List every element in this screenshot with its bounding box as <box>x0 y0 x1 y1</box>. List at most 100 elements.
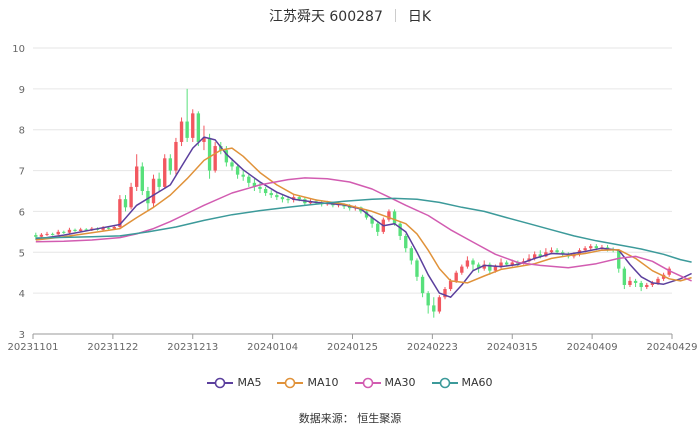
candle-body <box>364 211 369 218</box>
candle-body <box>628 280 632 285</box>
legend-item-ma60[interactable]: MA60 <box>431 376 493 389</box>
candle-body <box>437 297 442 312</box>
candle-body <box>179 121 184 142</box>
chart-legend: MA5 MA10 MA30 MA60 <box>0 376 700 392</box>
candle-body <box>275 195 279 198</box>
candle-body <box>168 158 173 171</box>
candle-body <box>387 211 391 220</box>
candle-body <box>202 137 206 142</box>
candle-body <box>269 193 273 196</box>
data-source: 数据来源： 恒生聚源 <box>298 412 402 425</box>
legend-label: MA60 <box>461 376 493 389</box>
period-label: 日K <box>407 9 432 25</box>
y-tick-label: 9 <box>19 85 25 96</box>
y-tick-label: 8 <box>19 126 25 137</box>
candle-body <box>230 162 234 167</box>
title-separator <box>394 9 396 22</box>
candle-body <box>56 231 60 235</box>
candle-body <box>415 260 419 277</box>
candle-body <box>376 223 380 232</box>
candle-body <box>667 268 671 275</box>
candle-body <box>454 272 458 281</box>
candle-body <box>252 182 257 187</box>
x-tick-label: 20240125 <box>327 342 378 353</box>
candle-body <box>370 217 374 224</box>
candle-body <box>123 199 128 208</box>
candle-body <box>67 229 72 233</box>
candle-body <box>213 146 217 171</box>
candle-body <box>146 191 150 204</box>
candle-body <box>499 262 503 267</box>
candle-body <box>39 234 44 237</box>
candle-body <box>392 211 397 224</box>
legend-marker-icon <box>207 377 234 388</box>
x-tick-label: 20231213 <box>167 342 218 353</box>
candle-body <box>460 266 464 273</box>
candle-body <box>78 229 83 232</box>
y-tick-label: 7 <box>19 167 25 178</box>
chart-title: 江苏舜天 600287 <box>268 9 383 25</box>
candle-body <box>404 235 408 249</box>
candle-body <box>224 150 229 163</box>
candle-body <box>235 166 240 175</box>
candle-body <box>589 246 593 249</box>
legend-item-ma5[interactable]: MA5 <box>207 376 261 389</box>
candle-body <box>544 252 548 257</box>
candle-body <box>594 246 599 249</box>
candle-body <box>129 186 133 208</box>
candle-body <box>185 121 189 138</box>
legend-marker-icon <box>277 377 304 388</box>
candle-body <box>555 250 559 253</box>
ma-line-ma60 <box>35 197 692 263</box>
candle-body <box>241 174 245 177</box>
candle-body <box>140 166 144 191</box>
x-tick-label: 20231122 <box>87 342 138 353</box>
y-tick-label: 10 <box>12 44 25 55</box>
candle-body <box>493 266 498 271</box>
candle-body <box>656 278 660 283</box>
candle-body <box>532 254 537 259</box>
y-tick-label: 4 <box>19 289 25 300</box>
legend-marker-icon <box>431 377 458 388</box>
candle-body <box>622 268 627 285</box>
legend-item-ma30[interactable]: MA30 <box>354 376 416 389</box>
candle-body <box>151 178 156 204</box>
candle-body <box>420 276 425 294</box>
candle-body <box>112 226 116 229</box>
candle-body <box>297 197 301 200</box>
candle-body <box>101 227 105 230</box>
legend-item-ma10[interactable]: MA10 <box>277 376 339 389</box>
legend-label: MA5 <box>237 376 262 389</box>
candle-body <box>650 282 655 285</box>
x-tick-label: 20240315 <box>487 342 538 353</box>
candle-body <box>263 188 268 194</box>
candle-body <box>583 248 587 251</box>
candle-body <box>510 262 514 265</box>
candlestick-chart: 3 4 5 6 7 8 9 10 20231101 20231122 20231213 2024010… <box>8 44 698 353</box>
candle-body <box>280 197 285 200</box>
candle-body <box>207 137 212 171</box>
chart-header: 江苏舜天 600287 日K <box>0 6 700 26</box>
candle-body <box>471 260 475 265</box>
ma-line-ma10 <box>35 147 692 284</box>
candle-body <box>258 186 262 189</box>
candle-body <box>639 282 643 288</box>
candle-body <box>426 293 430 306</box>
candle-body <box>174 141 178 171</box>
candle-body <box>465 260 470 267</box>
candle-body <box>62 231 66 233</box>
legend-label: MA10 <box>307 376 339 389</box>
candle-body <box>348 206 352 209</box>
candle-body <box>191 113 195 138</box>
ma-line-ma5 <box>35 136 692 298</box>
x-tick-label: 20240223 <box>407 342 458 353</box>
candle-body <box>45 233 49 235</box>
candle-body <box>432 305 436 312</box>
candle-body <box>398 223 402 236</box>
candle-body <box>286 199 290 201</box>
x-tick-label: 20240104 <box>247 342 298 353</box>
candle-body <box>118 199 122 227</box>
candle-body <box>633 280 638 283</box>
candle-body <box>476 264 481 269</box>
legend-label: MA30 <box>384 376 416 389</box>
